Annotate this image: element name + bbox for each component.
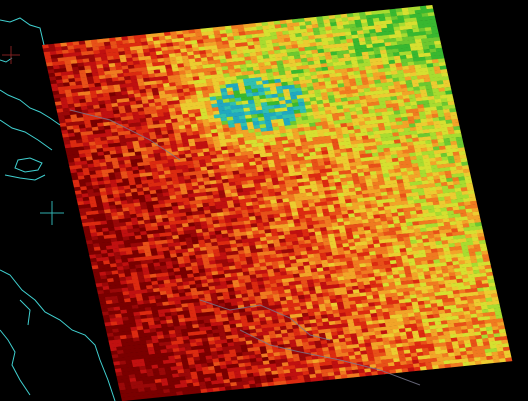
swath: [42, 5, 512, 401]
page: (() => { const ns = 'http://www.w3.org/2…: [0, 0, 528, 401]
swath-cells: [42, 5, 512, 401]
satellite-view: [0, 0, 528, 401]
